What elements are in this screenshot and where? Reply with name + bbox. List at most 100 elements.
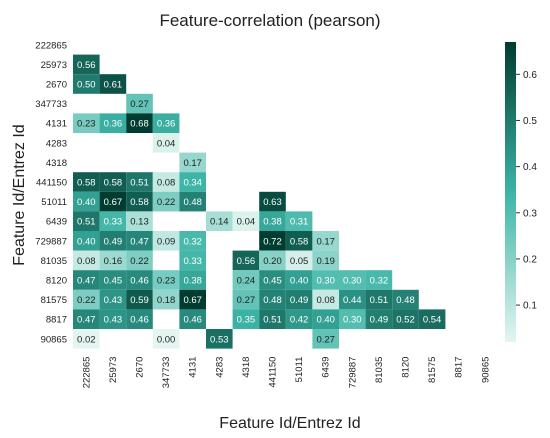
cell-value-label: 0.04 <box>157 138 176 149</box>
heatmap-cell <box>152 231 180 251</box>
y-axis-label: Feature Id/Entrez Id <box>11 124 28 265</box>
heatmap-cell <box>73 231 100 251</box>
y-tick-labels: 222865 25973 2670 347733 4131 4283 4318 441150 5… <box>35 40 67 345</box>
y-tick-label: 4318 <box>46 158 67 169</box>
cell-value-label: 0.46 <box>130 276 149 287</box>
cell-value-label: 0.36 <box>157 119 176 130</box>
cell-value-label: 0.51 <box>77 217 96 228</box>
heatmap-cell <box>126 309 153 329</box>
y-tick-label: 90865 <box>41 334 67 345</box>
cell-value-label: 0.68 <box>130 119 149 130</box>
heatmap-cell <box>152 191 180 212</box>
cell-value-label: 0.40 <box>77 236 96 247</box>
heatmap-cell <box>339 270 366 290</box>
heatmap-cell <box>99 289 127 310</box>
cell-value-label: 0.31 <box>290 217 309 228</box>
heatmap-cell <box>312 250 339 271</box>
cell-value-label: 0.24 <box>237 276 256 287</box>
cell-value-label: 0.47 <box>77 315 96 326</box>
x-tick-label: 25973 <box>108 357 119 383</box>
colorbar-tick-label: 0.5 <box>523 116 537 127</box>
cell-value-label: 0.32 <box>370 276 389 287</box>
heatmap-cell <box>126 250 153 271</box>
cell-value-label: 0.67 <box>183 295 202 306</box>
heatmap-cell <box>259 270 286 290</box>
heatmap-cell <box>285 231 313 251</box>
cell-value-label: 0.08 <box>77 256 96 267</box>
cell-value-label: 0.14 <box>210 217 229 228</box>
x-tick-label: 90865 <box>480 357 491 383</box>
cell-value-label: 0.45 <box>104 276 123 287</box>
cell-value-label: 0.61 <box>104 80 123 91</box>
y-tick-label: 222865 <box>35 40 67 51</box>
cell-value-label: 0.51 <box>263 315 282 326</box>
heatmap-cell <box>285 270 313 290</box>
heatmap-cell <box>179 152 206 173</box>
cell-value-label: 0.47 <box>130 236 149 247</box>
heatmap-cell <box>73 54 100 75</box>
heatmap-cell <box>312 270 339 290</box>
cell-value-label: 0.44 <box>343 295 362 306</box>
cell-value-label: 0.22 <box>77 295 96 306</box>
heatmap-cell <box>179 270 206 290</box>
cell-value-label: 0.16 <box>104 256 123 267</box>
cell-value-label: 0.38 <box>183 276 202 287</box>
heatmap-cell <box>232 289 260 310</box>
x-tick-label: 8817 <box>454 357 465 378</box>
cell-value-label: 0.42 <box>290 315 309 326</box>
cell-value-label: 0.43 <box>104 295 123 306</box>
heatmap-cell <box>126 113 153 133</box>
heatmap-cell <box>73 191 100 212</box>
heatmap-cell <box>179 289 206 310</box>
y-tick-label: 81035 <box>41 256 67 267</box>
colorbar <box>505 42 516 342</box>
cell-value-label: 0.00 <box>157 334 176 345</box>
y-tick-label: 4131 <box>46 119 67 130</box>
heatmap-cell <box>312 289 339 310</box>
heatmap-cell <box>99 191 127 212</box>
cell-value-label: 0.36 <box>104 119 123 130</box>
heatmap-cell <box>152 113 180 133</box>
heatmap-cell <box>73 74 100 94</box>
heatmap-cell <box>285 250 313 271</box>
heatmap-cell <box>206 211 233 231</box>
heatmap-cell <box>285 309 313 329</box>
cell-value-label: 0.45 <box>263 276 282 287</box>
x-tick-label: 2670 <box>135 357 146 378</box>
colorbar-tick-label: 0.3 <box>523 208 537 219</box>
cell-value-label: 0.32 <box>183 236 202 247</box>
cell-value-label: 0.54 <box>423 315 442 326</box>
heatmap-cell <box>259 231 286 251</box>
x-tick-label: 8120 <box>401 357 412 378</box>
heatmap-cell <box>392 309 419 329</box>
x-axis-label: Feature Id/Entrez Id <box>219 415 360 432</box>
cell-value-label: 0.18 <box>157 295 176 306</box>
heatmap-cell <box>232 270 260 290</box>
heatmap-cell <box>73 113 100 133</box>
cell-value-label: 0.23 <box>157 276 176 287</box>
cell-value-label: 0.38 <box>263 217 282 228</box>
x-tick-label: 6439 <box>321 357 332 378</box>
cell-value-label: 0.56 <box>237 256 256 267</box>
cell-value-label: 0.58 <box>290 236 309 247</box>
heatmap-cell <box>285 211 313 231</box>
heatmap-cell <box>259 211 286 231</box>
heatmap-cell <box>285 289 313 310</box>
cell-value-label: 0.13 <box>130 217 149 228</box>
heatmap-cells: 0.56 0.50 0.61 0.27 0.23 0.36 0.68 0.36 0.04 0.17… <box>73 54 446 349</box>
cell-value-label: 0.27 <box>316 334 335 345</box>
heatmap-cell <box>73 329 100 349</box>
colorbar-tick-label: 0.6 <box>523 70 537 81</box>
x-tick-label: 51011 <box>294 357 305 383</box>
y-tick-label: 25973 <box>41 60 67 71</box>
heatmap-cell <box>99 309 127 329</box>
heatmap-cell <box>179 231 206 251</box>
heatmap-cell <box>232 250 260 271</box>
heatmap-cell <box>126 172 153 192</box>
heatmap-cell <box>99 113 127 133</box>
cell-value-label: 0.17 <box>316 236 335 247</box>
colorbar-tick-label: 0.4 <box>523 162 537 173</box>
cell-value-label: 0.27 <box>237 295 256 306</box>
heatmap-cell <box>179 172 206 192</box>
